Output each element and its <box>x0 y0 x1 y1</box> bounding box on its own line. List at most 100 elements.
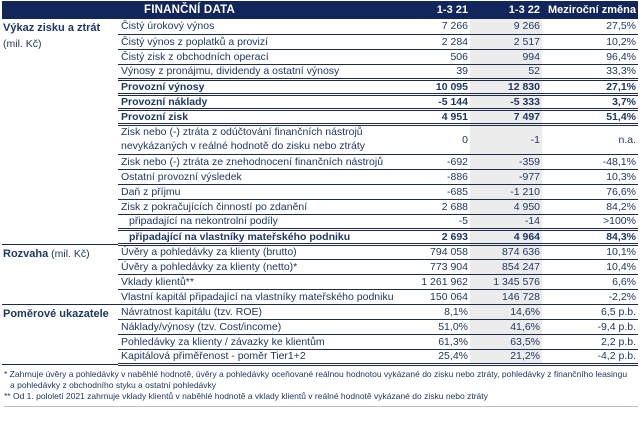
table-row: Provozní zisk 4 951 7 497 51,4% <box>2 107 638 126</box>
value-period2: 146 728 <box>470 289 542 305</box>
section-label: Poměrové ukazatele <box>2 304 118 365</box>
value-change: -9,4 p.b. <box>542 319 638 335</box>
table-row: Ostatní provozní výsledek -886 -977 10,3% <box>2 169 638 185</box>
table-row: připadající na vlastníky mateřského podn… <box>2 227 638 246</box>
table-row: Provozní výnosy 10 095 12 830 27,1% <box>2 77 638 96</box>
value-change: 96,4% <box>542 49 638 65</box>
section-label: Rozvaha (mil. Kč) <box>2 244 118 305</box>
table-row: Zisk z pokračujících činností po zdanění… <box>2 199 638 215</box>
value-change: 10,2% <box>542 34 638 50</box>
value-period2: 14,6% <box>470 304 542 320</box>
value-period1: -886 <box>402 169 470 185</box>
metric-name: Úvěry a pohledávky za klienty (netto)* <box>118 259 402 275</box>
value-change: 76,6% <box>542 184 638 200</box>
value-period1: 2 693 <box>402 227 470 246</box>
table-row: Výnosy z pronájmu, dividendy a ostatní v… <box>2 64 638 80</box>
table-row: Vklady klientů** 1 261 962 1 345 576 6,6% <box>2 274 638 290</box>
value-change: 84,3% <box>542 227 638 246</box>
value-period2: 854 247 <box>470 259 542 275</box>
metric-name: Ostatní provozní výsledek <box>118 169 402 185</box>
value-period1: 39 <box>402 64 470 80</box>
value-period1: 2 284 <box>402 34 470 50</box>
value-period1: 10 095 <box>402 77 470 96</box>
value-period2: 7 497 <box>470 107 542 126</box>
financial-data-table: FINANČNÍ DATA 1-3 21 1-3 22 Meziroční zm… <box>2 1 638 366</box>
value-period1: 794 058 <box>402 244 470 260</box>
value-change: 27,5% <box>542 19 638 35</box>
metric-name: Vklady klientů** <box>118 274 402 290</box>
value-change: -48,1% <box>542 154 638 170</box>
value-period1: -692 <box>402 154 470 170</box>
metric-name: Náklady/výnosy (tzv. Cost/income) <box>118 319 402 335</box>
metric-name: Vlastní kapitál připadající na vlastníky… <box>118 289 402 305</box>
footnote-line-2: ** Od 1. pololetí 2021 zahrnuje vklady k… <box>4 390 488 401</box>
value-change: 3,7% <box>542 92 638 111</box>
value-change: 6,5 p.b. <box>542 304 638 320</box>
table-row: Pohledávky za klienty / závazky ke klien… <box>2 334 638 350</box>
value-period2: 2 517 <box>470 34 542 50</box>
table-row: Úvěry a pohledávky za klienty (netto)* 77… <box>2 259 638 275</box>
bottom-divider <box>4 405 638 407</box>
table-row: Čistý zisk z obchodních operací 506 994 96,… <box>2 49 638 65</box>
value-period1: 773 904 <box>402 259 470 275</box>
footnote-line-1: * Zahrnuje úvěry a pohledávky v naběhlé … <box>4 368 628 379</box>
value-change: 51,4% <box>542 107 638 126</box>
value-period1: 51,0% <box>402 319 470 335</box>
metric-name: Čistý výnos z poplatků a provizí <box>118 34 402 50</box>
value-period1: 0 <box>402 124 470 155</box>
value-period2: 9 266 <box>470 19 542 35</box>
value-change: >100% <box>542 214 638 230</box>
section-label: Výkaz zisku a ztrát (mil. Kč) <box>2 19 118 245</box>
table-title: FINANČNÍ DATA <box>118 1 402 19</box>
value-period1: -5 144 <box>402 92 470 111</box>
value-period1: 8,1% <box>402 304 470 320</box>
table-row: Zisk nebo (-) ztráta z odúčtování finanč… <box>2 124 638 155</box>
footnote-line-1-continued: a pohledávky z obchodního styku a ostatn… <box>10 379 217 390</box>
metric-name: Zisk z pokračujících činností po zdanění <box>118 199 402 215</box>
metric-name: Provozní zisk <box>118 107 402 126</box>
value-change: n.a. <box>542 124 638 155</box>
metric-name: Čistý zisk z obchodních operací <box>118 49 402 65</box>
value-change: 33,3% <box>542 64 638 80</box>
table-section: Poměrové ukazatele Návratnost kapitálu (t… <box>2 304 638 366</box>
table-row: Daň z příjmu -685 -1 210 76,6% <box>2 184 638 200</box>
value-change: -4,2 p.b. <box>542 349 638 366</box>
table-row: Poměrové ukazatele Návratnost kapitálu (t… <box>2 304 638 365</box>
table-section: Rozvaha (mil. Kč) Úvěry a pohledávky za k… <box>2 244 638 305</box>
metric-name: Provozní náklady <box>118 92 402 111</box>
value-period1: 150 064 <box>402 289 470 305</box>
value-change: 10,1% <box>542 244 638 260</box>
value-period2: -1 210 <box>470 184 542 200</box>
value-change: 2,2 p.b. <box>542 334 638 350</box>
metric-name: Návratnost kapitálu (tzv. ROE) <box>118 304 402 320</box>
value-period2: 1 345 576 <box>470 274 542 290</box>
value-period1: 61,3% <box>402 334 470 350</box>
footnotes: * Zahrnuje úvěry a pohledávky v naběhlé … <box>2 369 638 407</box>
table-row: Zisk nebo (-) ztráta ze znehodnocení fin… <box>2 154 638 170</box>
metric-name: Čistý úrokový výnos <box>118 19 402 35</box>
metric-name: Zisk nebo (-) ztráta z odúčtování finanč… <box>118 124 402 155</box>
metric-name: připadající na vlastníky mateřského podn… <box>118 227 402 246</box>
value-period2: 4 964 <box>470 227 542 246</box>
value-period2: -359 <box>470 154 542 170</box>
value-period2: 994 <box>470 49 542 65</box>
value-period2: 52 <box>470 64 542 80</box>
value-period2: -5 333 <box>470 92 542 111</box>
table-row: Rozvaha (mil. Kč) Úvěry a pohledávky za k… <box>2 244 638 305</box>
value-period2: 12 830 <box>470 77 542 96</box>
value-period2: 4 950 <box>470 199 542 215</box>
value-period1: 2 688 <box>402 199 470 215</box>
metric-name: připadající na nekontrolní podíly <box>118 214 402 230</box>
value-period1: -685 <box>402 184 470 200</box>
value-period2: 874 636 <box>470 244 542 260</box>
table-row: Čistý výnos z poplatků a provizí 2 284 2 5… <box>2 34 638 50</box>
value-period2: -14 <box>470 214 542 230</box>
value-period1: 7 266 <box>402 19 470 35</box>
value-change: 10,3% <box>542 169 638 185</box>
value-period1: 1 261 962 <box>402 274 470 290</box>
value-period1: 506 <box>402 49 470 65</box>
metric-name: Pohledávky za klienty / závazky ke klien… <box>118 334 402 350</box>
metric-name: Provozní výnosy <box>118 77 402 96</box>
value-period2: -977 <box>470 169 542 185</box>
